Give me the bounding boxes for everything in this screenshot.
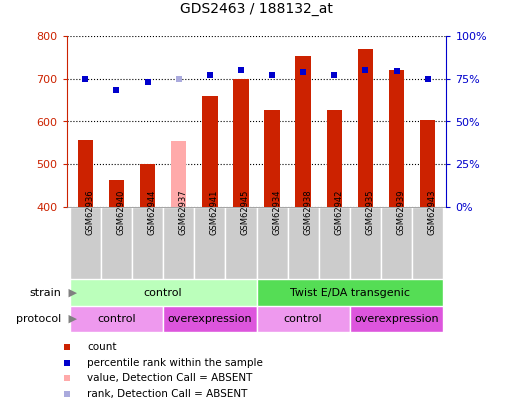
Text: GSM62944: GSM62944 xyxy=(148,190,156,235)
Bar xyxy=(132,207,163,279)
Text: control: control xyxy=(284,314,323,324)
Bar xyxy=(77,140,93,207)
Text: GSM62941: GSM62941 xyxy=(210,190,219,235)
Bar xyxy=(350,306,443,332)
Text: GSM62935: GSM62935 xyxy=(365,190,374,235)
Bar xyxy=(412,207,443,279)
Text: percentile rank within the sample: percentile rank within the sample xyxy=(87,358,263,368)
Text: count: count xyxy=(87,342,117,352)
Text: control: control xyxy=(97,314,136,324)
Bar xyxy=(288,207,319,279)
Bar xyxy=(256,306,350,332)
Point xyxy=(268,71,276,78)
Bar xyxy=(140,164,155,207)
Bar xyxy=(70,306,163,332)
Point xyxy=(81,76,89,82)
Text: overexpression: overexpression xyxy=(168,314,252,324)
Text: overexpression: overexpression xyxy=(354,314,439,324)
Text: rank, Detection Call = ABSENT: rank, Detection Call = ABSENT xyxy=(87,389,248,399)
Text: ▶: ▶ xyxy=(65,288,77,298)
Bar xyxy=(350,207,381,279)
Text: GSM62936: GSM62936 xyxy=(85,190,94,235)
Point xyxy=(330,71,339,78)
Point xyxy=(63,344,71,350)
Bar xyxy=(163,306,256,332)
Point xyxy=(112,87,121,94)
Bar xyxy=(264,110,280,207)
Bar xyxy=(295,56,311,207)
Text: GSM62934: GSM62934 xyxy=(272,190,281,235)
Bar xyxy=(319,207,350,279)
Text: GDS2463 / 188132_at: GDS2463 / 188132_at xyxy=(180,2,333,16)
Bar xyxy=(389,70,404,207)
Bar xyxy=(233,79,249,207)
Text: GSM62942: GSM62942 xyxy=(334,190,343,235)
Bar xyxy=(70,207,101,279)
Point xyxy=(299,69,307,75)
Bar xyxy=(326,111,342,207)
Point xyxy=(63,391,71,397)
Bar xyxy=(381,207,412,279)
Text: protocol: protocol xyxy=(16,314,62,324)
Text: GSM62938: GSM62938 xyxy=(303,190,312,235)
Bar xyxy=(420,120,436,207)
Bar xyxy=(171,141,187,207)
Point xyxy=(63,360,71,366)
Bar xyxy=(101,207,132,279)
Bar xyxy=(163,207,194,279)
Bar xyxy=(256,207,288,279)
Text: ▶: ▶ xyxy=(65,314,77,324)
Point xyxy=(144,79,152,85)
Point xyxy=(392,68,401,75)
Bar xyxy=(194,207,225,279)
Text: Twist E/DA transgenic: Twist E/DA transgenic xyxy=(290,288,410,298)
Point xyxy=(361,67,369,74)
Text: GSM62945: GSM62945 xyxy=(241,190,250,235)
Text: control: control xyxy=(144,288,183,298)
Text: GSM62939: GSM62939 xyxy=(397,190,405,235)
Text: GSM62943: GSM62943 xyxy=(428,190,437,235)
Bar xyxy=(202,96,218,207)
Text: GSM62940: GSM62940 xyxy=(116,190,126,235)
Bar xyxy=(256,279,443,306)
Text: GSM62937: GSM62937 xyxy=(179,190,188,235)
Bar xyxy=(358,49,373,207)
Point xyxy=(237,67,245,74)
Point xyxy=(174,76,183,82)
Point xyxy=(206,71,214,78)
Point xyxy=(424,76,432,82)
Point xyxy=(63,375,71,382)
Text: strain: strain xyxy=(30,288,62,298)
Text: value, Detection Call = ABSENT: value, Detection Call = ABSENT xyxy=(87,373,252,383)
Bar xyxy=(109,180,124,207)
Bar xyxy=(225,207,256,279)
Bar xyxy=(70,279,256,306)
